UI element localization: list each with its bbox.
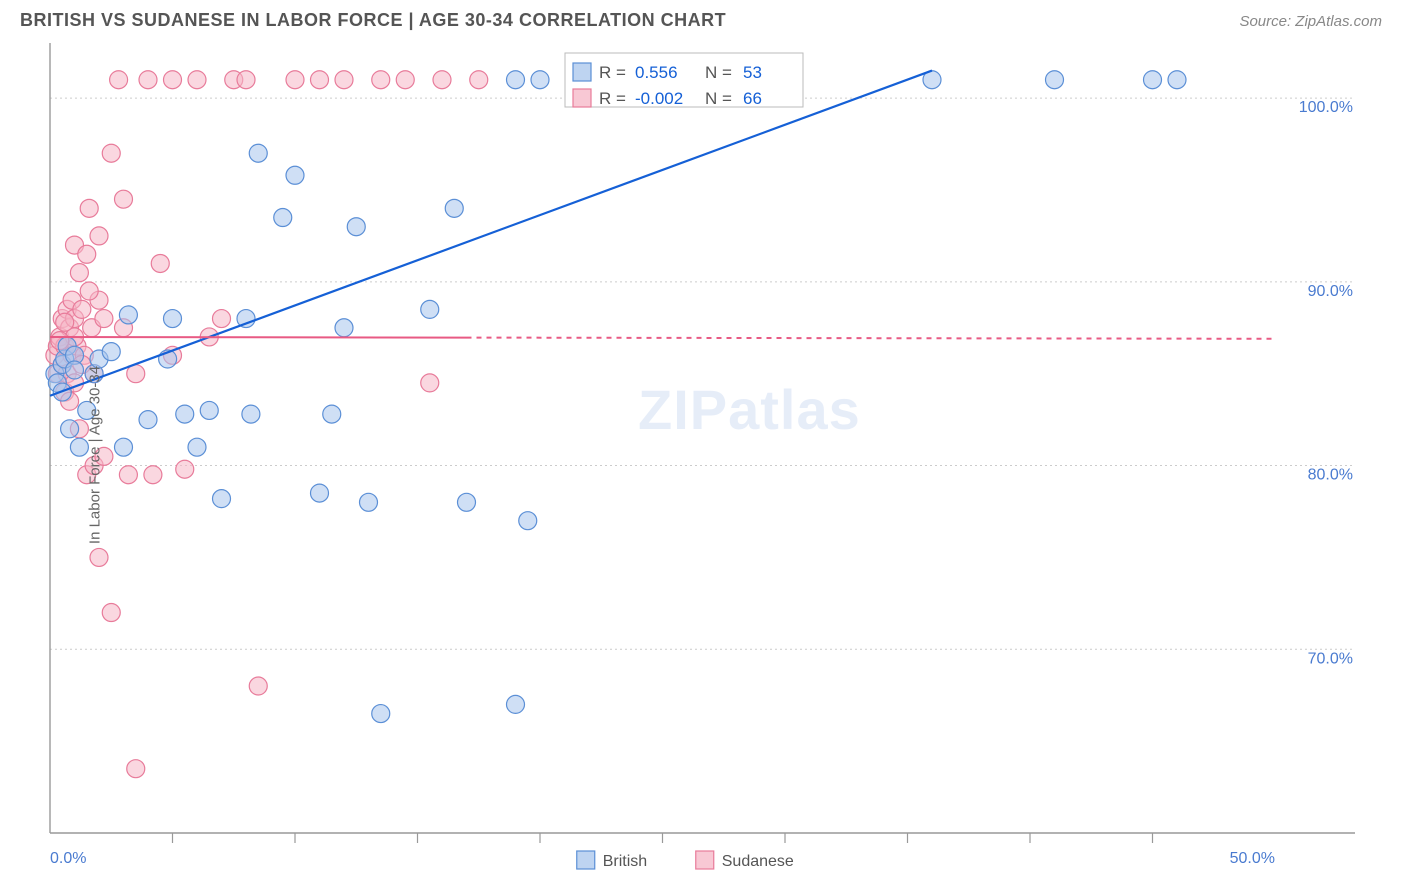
scatter-chart: 0.0% 50.0% 70.0% 80.0% 90.0% 100.0% ZIPatlas R …	[0, 35, 1406, 875]
svg-text:0.556: 0.556	[635, 63, 678, 82]
svg-text:ZIPatlas: ZIPatlas	[638, 378, 861, 441]
svg-text:70.0%: 70.0%	[1308, 650, 1353, 667]
source-label: Source: ZipAtlas.com	[1239, 13, 1382, 30]
svg-text:50.0%: 50.0%	[1230, 850, 1275, 867]
svg-text:100.0%: 100.0%	[1299, 99, 1353, 116]
chart-area: In Labor Force | Age 30-34 0.0% 50.0% 70.0…	[0, 35, 1406, 875]
svg-text:0.0%: 0.0%	[50, 850, 86, 867]
svg-text:N =: N =	[705, 63, 732, 82]
svg-text:53: 53	[743, 63, 762, 82]
svg-text:80.0%: 80.0%	[1308, 467, 1353, 484]
svg-text:Sudanese: Sudanese	[722, 853, 794, 870]
svg-text:-0.002: -0.002	[635, 89, 683, 108]
svg-text:R =: R =	[599, 89, 626, 108]
y-axis-label: In Labor Force | Age 30-34	[87, 366, 104, 544]
chart-title: BRITISH VS SUDANESE IN LABOR FORCE | AGE…	[20, 10, 726, 31]
chart-header: BRITISH VS SUDANESE IN LABOR FORCE | AGE…	[0, 0, 1406, 35]
svg-text:British: British	[603, 853, 647, 870]
svg-text:N =: N =	[705, 89, 732, 108]
svg-text:90.0%: 90.0%	[1308, 283, 1353, 300]
svg-text:66: 66	[743, 89, 762, 108]
svg-text:R =: R =	[599, 63, 626, 82]
